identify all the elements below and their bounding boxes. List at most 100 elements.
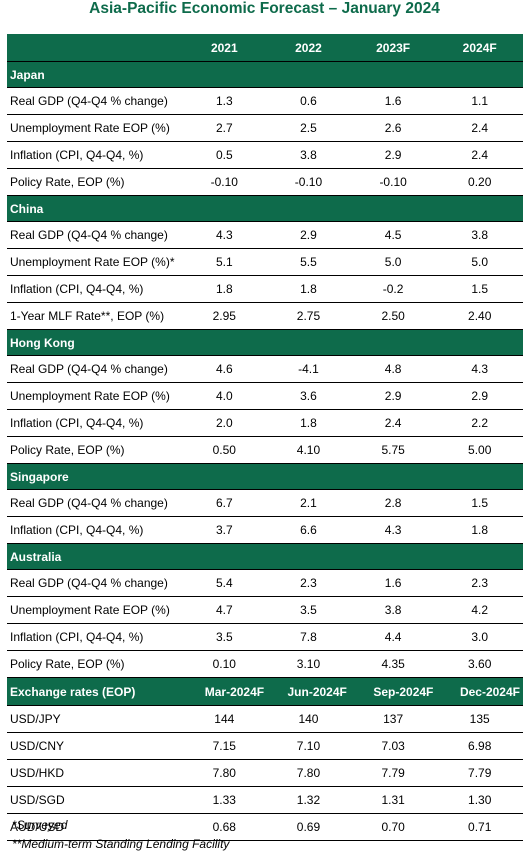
row-value: 2.8: [349, 489, 437, 517]
row-value: 5.75: [349, 436, 437, 464]
row-value: 2.5: [267, 114, 350, 142]
header-blank-cell: [7, 34, 182, 62]
section-title: Australia: [7, 543, 523, 570]
row-value: 3.60: [436, 650, 523, 678]
section-title: Japan: [7, 61, 523, 88]
fx-column-header: Mar-2024F: [181, 677, 268, 706]
row-value: -0.2: [349, 275, 437, 303]
column-header: 2022: [267, 34, 350, 62]
row-value: 1.1: [436, 87, 523, 115]
row-value: 5.0: [436, 248, 523, 276]
row-value: 4.35: [349, 650, 437, 678]
row-value: 4.8: [349, 355, 437, 383]
row-value: 2.1: [267, 489, 350, 517]
fx-column-header: Sep-2024F: [349, 677, 437, 706]
table-row: 1-Year MLF Rate**, EOP (%) 2.95 2.75 2.50 2.…: [7, 302, 523, 330]
row-label: Policy Rate, EOP (%): [7, 168, 182, 196]
row-label: Policy Rate, EOP (%): [7, 650, 182, 678]
row-value: 5.1: [181, 248, 268, 276]
table-row: Inflation (CPI, Q4-Q4, %) 1.8 1.8 -0.2 1.5: [7, 275, 523, 303]
table-row: Policy Rate, EOP (%) 0.50 4.10 5.75 5.00: [7, 436, 523, 464]
section-header-row: Singapore: [7, 463, 523, 490]
fx-value: 6.98: [436, 732, 523, 760]
table-row: Unemployment Rate EOP (%) 2.7 2.5 2.6 2.4: [7, 114, 523, 142]
fx-pair-label: USD/CNY: [7, 732, 182, 760]
row-value: 0.10: [181, 650, 268, 678]
row-value: -0.10: [267, 168, 350, 196]
section-title: China: [7, 195, 523, 222]
table-row: Inflation (CPI, Q4-Q4, %) 2.0 1.8 2.4 2.2: [7, 409, 523, 437]
row-value: 2.75: [267, 302, 350, 330]
table-row: Real GDP (Q4-Q4 % change) 6.7 2.1 2.8 1.5: [7, 489, 523, 517]
fx-value: 1.30: [436, 786, 523, 814]
row-label: Inflation (CPI, Q4-Q4, %): [7, 141, 182, 169]
table-row: Real GDP (Q4-Q4 % change) 1.3 0.6 1.6 1.1: [7, 87, 523, 115]
row-label: Unemployment Rate EOP (%): [7, 596, 182, 624]
row-value: 4.10: [267, 436, 350, 464]
fx-row: AUD/USD 0.68 0.69 0.70 0.71: [7, 813, 523, 841]
column-header: 2021: [181, 34, 268, 62]
row-label: Inflation (CPI, Q4-Q4, %): [7, 275, 182, 303]
section-title: Hong Kong: [7, 329, 523, 356]
fx-value: 7.80: [181, 759, 268, 787]
table-row: Unemployment Rate EOP (%) 4.7 3.5 3.8 4.2: [7, 596, 523, 624]
row-value: -0.10: [349, 168, 437, 196]
fx-value: 144: [181, 705, 268, 733]
table-header-row: 2021 2022 2023F 2024F: [7, 34, 523, 62]
row-value: 2.40: [436, 302, 523, 330]
row-label: Inflation (CPI, Q4-Q4, %): [7, 623, 182, 651]
row-value: 1.5: [436, 275, 523, 303]
row-value: 1.8: [267, 409, 350, 437]
fx-value: 7.15: [181, 732, 268, 760]
row-value: 5.00: [436, 436, 523, 464]
fx-column-header: Dec-2024F: [436, 677, 523, 706]
row-value: 4.3: [181, 221, 268, 249]
table-row: Inflation (CPI, Q4-Q4, %) 0.5 3.8 2.9 2.4: [7, 141, 523, 169]
row-value: 4.7: [181, 596, 268, 624]
fx-row: USD/SGD 1.33 1.32 1.31 1.30: [7, 786, 523, 814]
fx-pair-label: USD/SGD: [7, 786, 182, 814]
row-label: Real GDP (Q4-Q4 % change): [7, 489, 182, 517]
row-value: 2.4: [436, 114, 523, 142]
fx-value: 0.68: [181, 813, 268, 841]
table-row: Policy Rate, EOP (%) -0.10 -0.10 -0.10 0.20: [7, 168, 523, 196]
fx-value: 7.79: [436, 759, 523, 787]
row-value: 2.3: [436, 569, 523, 597]
footnote-mlf: **Medium-term Standing Lending Facility: [12, 837, 230, 851]
fx-value: 7.79: [349, 759, 437, 787]
row-value: 4.5: [349, 221, 437, 249]
footnote-surveyed: *Surveyed: [12, 818, 68, 832]
row-label: Unemployment Rate EOP (%): [7, 114, 182, 142]
row-value: 4.3: [436, 355, 523, 383]
fx-value: 1.31: [349, 786, 437, 814]
fx-value: 7.80: [267, 759, 350, 787]
fx-value: 1.32: [267, 786, 350, 814]
fx-value: 137: [349, 705, 437, 733]
row-value: -0.10: [181, 168, 268, 196]
table-row: Unemployment Rate EOP (%) 4.0 3.6 2.9 2.9: [7, 382, 523, 410]
row-label: Inflation (CPI, Q4-Q4, %): [7, 516, 182, 544]
row-label: Real GDP (Q4-Q4 % change): [7, 221, 182, 249]
column-header: 2023F: [349, 34, 437, 62]
footnotes: *Surveyed **Medium-term Standing Lending…: [12, 816, 229, 854]
row-value: 2.7: [181, 114, 268, 142]
row-value: 3.8: [436, 221, 523, 249]
section-header-row: China: [7, 195, 523, 222]
row-value: 4.0: [181, 382, 268, 410]
fx-pair-label: USD/JPY: [7, 705, 182, 733]
row-value: 4.2: [436, 596, 523, 624]
row-label: Policy Rate, EOP (%): [7, 436, 182, 464]
row-label: 1-Year MLF Rate**, EOP (%): [7, 302, 182, 330]
row-value: 1.6: [349, 87, 437, 115]
row-value: 0.50: [181, 436, 268, 464]
column-header: 2024F: [436, 34, 523, 62]
row-value: 2.9: [267, 221, 350, 249]
section-title: Singapore: [7, 463, 523, 490]
fx-column-header: Jun-2024F: [267, 677, 350, 706]
row-label: Unemployment Rate EOP (%): [7, 382, 182, 410]
fx-value: 135: [436, 705, 523, 733]
row-label: Real GDP (Q4-Q4 % change): [7, 355, 182, 383]
row-value: 1.5: [436, 489, 523, 517]
row-label: Inflation (CPI, Q4-Q4, %): [7, 409, 182, 437]
fx-value: 7.03: [349, 732, 437, 760]
